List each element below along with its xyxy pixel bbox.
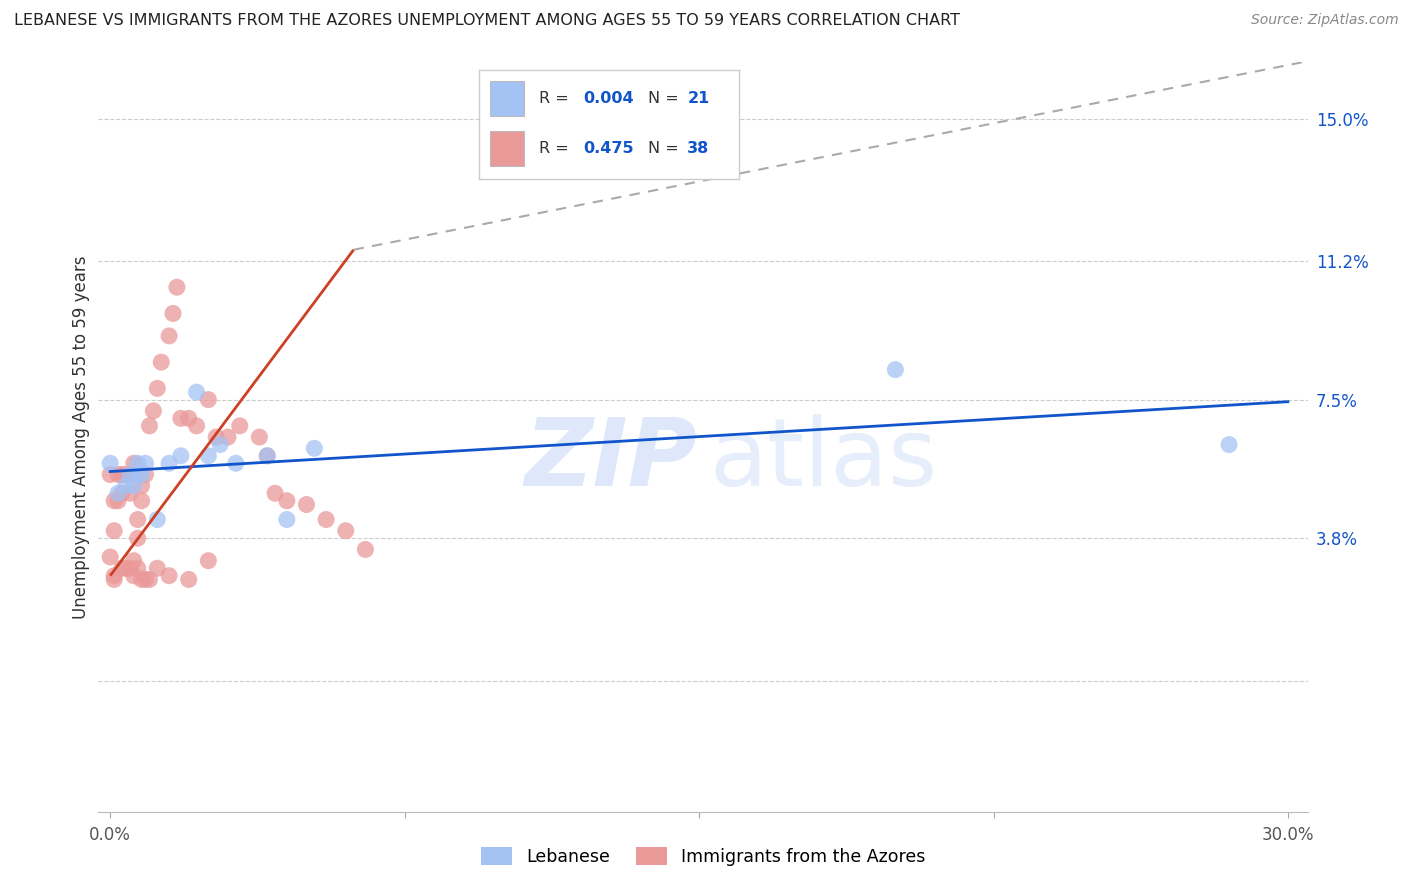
Point: [146, 381, 169, 395]
Point: [103, 524, 125, 538]
Point: [295, 498, 318, 512]
Point: [103, 568, 125, 582]
Point: [115, 467, 138, 482]
Point: [146, 561, 169, 575]
Point: [127, 561, 149, 575]
Point: [142, 404, 165, 418]
Point: [111, 561, 134, 575]
Point: [135, 456, 157, 470]
Legend: Lebanese, Immigrants from the Azores: Lebanese, Immigrants from the Azores: [472, 838, 934, 874]
Point: [103, 493, 125, 508]
Point: [256, 449, 278, 463]
Point: [229, 418, 252, 433]
Point: [315, 512, 337, 526]
Point: [131, 479, 153, 493]
Point: [122, 554, 145, 568]
Point: [122, 568, 145, 582]
Point: [118, 467, 141, 482]
Point: [197, 392, 219, 407]
Text: ZIP: ZIP: [524, 414, 697, 506]
Point: [1218, 437, 1240, 451]
Point: [335, 524, 357, 538]
Point: [157, 568, 180, 582]
Point: [127, 467, 149, 482]
Point: [98, 456, 121, 470]
Text: LEBANESE VS IMMIGRANTS FROM THE AZORES UNEMPLOYMENT AMONG AGES 55 TO 59 YEARS CO: LEBANESE VS IMMIGRANTS FROM THE AZORES U…: [14, 13, 960, 29]
Point: [118, 467, 141, 482]
Point: [209, 437, 232, 451]
Point: [107, 493, 129, 508]
Text: Source: ZipAtlas.com: Source: ZipAtlas.com: [1251, 13, 1399, 28]
Point: [127, 531, 149, 545]
Point: [127, 456, 149, 470]
Point: [127, 512, 149, 526]
Point: [150, 355, 173, 369]
Point: [276, 512, 298, 526]
Point: [122, 456, 145, 470]
Text: atlas: atlas: [709, 414, 938, 506]
Point: [118, 561, 141, 575]
Point: [107, 467, 129, 482]
Point: [256, 449, 278, 463]
Point: [103, 573, 125, 587]
Point: [157, 329, 180, 343]
Point: [264, 486, 287, 500]
Point: [107, 486, 129, 500]
Y-axis label: Unemployment Among Ages 55 to 59 years: Unemployment Among Ages 55 to 59 years: [72, 255, 90, 619]
Point: [170, 411, 193, 425]
Point: [131, 573, 153, 587]
Point: [146, 512, 169, 526]
Point: [138, 573, 160, 587]
Point: [166, 280, 188, 294]
Point: [247, 430, 270, 444]
Point: [111, 467, 134, 482]
Point: [162, 306, 184, 320]
Point: [177, 411, 200, 425]
Point: [884, 362, 907, 376]
Point: [98, 549, 121, 564]
Point: [131, 493, 153, 508]
Point: [122, 479, 145, 493]
Point: [157, 456, 180, 470]
Point: [225, 456, 247, 470]
Point: [135, 573, 157, 587]
Point: [170, 449, 193, 463]
Point: [217, 430, 239, 444]
Point: [115, 479, 138, 493]
Point: [138, 418, 160, 433]
Point: [177, 573, 200, 587]
Point: [304, 442, 326, 456]
Point: [197, 449, 219, 463]
Point: [186, 418, 208, 433]
Point: [111, 486, 134, 500]
Point: [98, 467, 121, 482]
Point: [135, 467, 157, 482]
Point: [118, 486, 141, 500]
Point: [197, 554, 219, 568]
Point: [276, 493, 298, 508]
Point: [186, 385, 208, 400]
Point: [354, 542, 377, 557]
Point: [115, 561, 138, 575]
Point: [131, 467, 153, 482]
Point: [205, 430, 228, 444]
